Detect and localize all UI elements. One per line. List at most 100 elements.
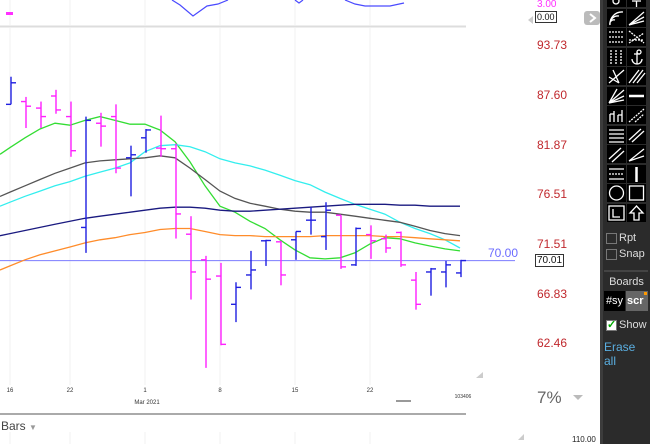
tool-vertical-grid-button[interactable] [607, 47, 626, 66]
expand-panel-button[interactable] [584, 11, 600, 25]
indicator-upper-label: 3.00 [537, 0, 557, 10]
board-scr-button[interactable]: scr [626, 291, 648, 311]
ohlc-bar[interactable] [456, 259, 466, 278]
tool-cycle-lines-button[interactable] [607, 106, 626, 124]
ohlc-bar[interactable] [351, 227, 361, 266]
date-tick-label: 1 [143, 388, 147, 394]
rpt-box[interactable] [606, 232, 617, 244]
tool-dotted-channel-button[interactable] [607, 164, 626, 183]
resize-triangle-icon[interactable] [518, 434, 524, 440]
ohlc-bar[interactable] [396, 231, 406, 267]
pitchfork-icon [608, 69, 625, 84]
ohlc-bar[interactable] [66, 101, 76, 157]
tool-up-arrow-button[interactable] [627, 203, 646, 222]
ohlc-bar[interactable] [336, 214, 346, 269]
tool-arc-fan-button[interactable] [607, 8, 626, 27]
moving-average-line-1[interactable] [0, 144, 461, 249]
dotted-diagonal-icon [628, 108, 645, 123]
ohlc-bar[interactable] [141, 128, 151, 153]
tool-rectangle-button[interactable] [627, 184, 646, 202]
ohlc-bar[interactable] [171, 143, 181, 239]
tool-fan-lines-button[interactable] [627, 8, 646, 27]
ohlc-bar[interactable] [156, 115, 166, 157]
vertical-line-icon [635, 166, 638, 182]
ohlc-bar[interactable] [306, 207, 316, 235]
tool-pen-button[interactable] [607, 0, 626, 7]
ohlc-bar[interactable] [291, 230, 301, 260]
arc-fan-icon [609, 10, 624, 25]
tool-trend-lines-button[interactable] [607, 145, 626, 163]
moving-average-line-4[interactable] [0, 227, 461, 271]
vertical-grid-icon [610, 49, 622, 65]
tool-horizontal-lines-button[interactable] [607, 125, 626, 144]
ohlc-bar[interactable] [366, 225, 376, 259]
moving-average-line-3[interactable] [0, 203, 460, 237]
ohlc-bar[interactable] [216, 262, 226, 346]
rectangle-icon [628, 185, 645, 201]
tool-text-button[interactable] [627, 0, 646, 7]
ohlc-bar[interactable] [201, 255, 211, 368]
snap-checkbox[interactable]: Snap [606, 248, 645, 260]
ohlc-bar[interactable] [126, 145, 136, 197]
rpt-checkbox[interactable]: Rpt [606, 232, 636, 244]
price-label: 81.87 [537, 137, 568, 152]
date-tick-label: 22 [366, 388, 374, 394]
tool-dotted-cross-button[interactable] [627, 28, 646, 46]
check-icon[interactable]: ✓ [606, 318, 617, 331]
fan-icon [628, 148, 645, 162]
ohlc-bar[interactable] [381, 234, 391, 253]
ohlc-bar[interactable] [51, 89, 61, 114]
price-label: 87.60 [537, 88, 568, 102]
ohlc-bar[interactable] [276, 240, 286, 286]
tool-box-corner-button[interactable] [607, 203, 626, 222]
tool-dotted-grid-button[interactable] [607, 28, 626, 46]
ohlc-bar[interactable] [426, 267, 436, 296]
ohlc-bar[interactable] [21, 96, 31, 129]
ohlc-bar[interactable] [36, 101, 46, 129]
trend-lines-icon [608, 147, 625, 163]
price-chart[interactable] [0, 0, 600, 444]
show-checkbox[interactable]: ✓ Show [606, 319, 647, 331]
zoom-dropdown-icon[interactable] [573, 395, 583, 400]
tool-dotted-diagonal-button[interactable] [627, 106, 646, 124]
ohlc-bar[interactable] [231, 282, 241, 323]
moving-average-line-0[interactable] [0, 115, 461, 260]
ohlc-bar[interactable] [6, 76, 16, 106]
ohlc-bar[interactable] [321, 202, 331, 250]
ohlc-bar[interactable] [111, 104, 121, 174]
tool-fan-button[interactable] [627, 145, 646, 163]
moving-average-line-2[interactable] [0, 155, 461, 237]
tool-speed-fan-button[interactable] [607, 86, 626, 105]
ohlc-bar[interactable] [81, 116, 91, 253]
tool-parallel-lines-button[interactable] [627, 67, 646, 85]
ohlc-bar[interactable] [261, 239, 271, 266]
tool-horizontal-line-button[interactable] [627, 86, 646, 105]
show-label: Show [619, 319, 647, 331]
scroll-triangle-icon[interactable] [476, 372, 483, 378]
price-label: 66.83 [537, 286, 568, 301]
price-label: 93.73 [537, 38, 568, 53]
price-label: 76.51 [537, 187, 568, 202]
ohlc-bar[interactable] [246, 250, 256, 290]
tool-channel-button[interactable] [627, 125, 646, 144]
erase-all-link[interactable]: Erase all [604, 340, 636, 368]
zoom-percent[interactable]: 7% [537, 388, 562, 407]
tool-circle-button[interactable] [607, 184, 626, 202]
ohlc-bar[interactable] [96, 112, 106, 147]
ohlc-bar[interactable] [441, 260, 451, 288]
tool-vertical-line-button[interactable] [627, 164, 646, 183]
board-sy-button[interactable]: #sy [604, 291, 625, 311]
tool-anchor-button[interactable] [627, 47, 646, 66]
clock-label: 103406 [454, 394, 472, 400]
snap-box[interactable] [606, 248, 617, 260]
indicator-marker [6, 12, 13, 15]
indicator-zero-label: 0.00 [535, 11, 557, 23]
ohlc-bar[interactable] [411, 271, 421, 310]
pen-icon [612, 0, 620, 5]
month-label: Mar 2021 [134, 400, 160, 406]
chart-type-dropdown[interactable]: Bars ▼ [1, 419, 37, 433]
ohlc-bar[interactable] [186, 216, 196, 300]
horizontal-lines-icon [609, 128, 624, 143]
left-arrow-icon[interactable] [528, 16, 533, 24]
tool-pitchfork-button[interactable] [607, 67, 626, 85]
